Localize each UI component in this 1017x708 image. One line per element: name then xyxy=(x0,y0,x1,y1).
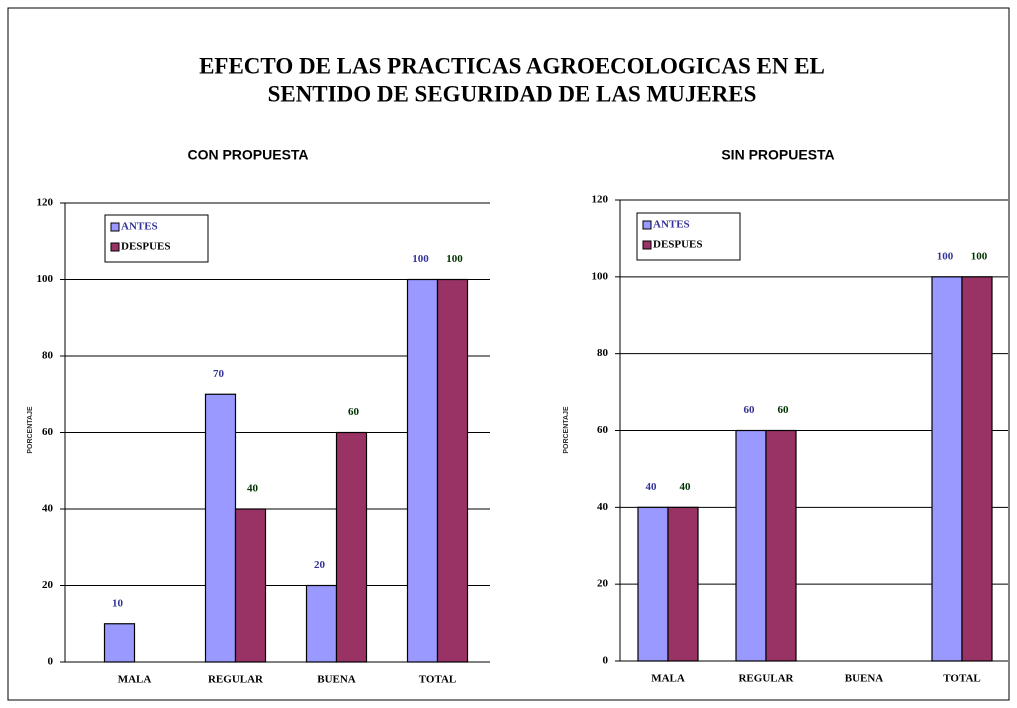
page-title: SENTIDO DE SEGURIDAD DE LAS MUJERES xyxy=(268,81,757,106)
data-label: 40 xyxy=(680,481,692,493)
bar xyxy=(335,431,368,663)
bar xyxy=(931,276,963,662)
bar xyxy=(436,278,469,663)
y-tick-label: 60 xyxy=(42,426,54,438)
y-tick-label: 0 xyxy=(603,655,609,667)
data-label: 70 xyxy=(213,368,225,380)
y-tick-label: 40 xyxy=(597,501,609,513)
x-tick-label: BUENA xyxy=(845,673,884,685)
y-tick-label: 120 xyxy=(592,194,609,206)
x-tick-label: BUENA xyxy=(317,674,356,686)
y-tick-label: 120 xyxy=(37,197,54,209)
data-label: 40 xyxy=(247,483,259,495)
data-label: 60 xyxy=(744,404,756,416)
data-label: 100 xyxy=(446,253,463,265)
x-tick-label: TOTAL xyxy=(419,674,457,686)
legend-swatch xyxy=(642,220,652,230)
bar xyxy=(234,508,267,663)
data-label: 20 xyxy=(314,559,326,571)
chart-title: SIN PROPUESTA xyxy=(721,147,834,163)
data-label: 10 xyxy=(112,597,124,609)
y-tick-label: 80 xyxy=(597,347,609,359)
legend-swatch xyxy=(110,242,120,252)
data-label: 60 xyxy=(348,406,360,418)
y-tick-label: 100 xyxy=(37,273,54,285)
bar xyxy=(103,623,136,663)
data-label: 100 xyxy=(412,253,429,265)
data-label: 100 xyxy=(971,250,988,262)
y-tick-label: 0 xyxy=(48,656,54,668)
data-label: 40 xyxy=(646,481,658,493)
bar xyxy=(765,429,797,662)
y-axis-label: PORCENTAJE xyxy=(563,406,570,454)
bar xyxy=(637,506,669,662)
bar xyxy=(305,584,338,663)
y-tick-label: 40 xyxy=(42,503,54,515)
page-title: EFECTO DE LAS PRACTICAS AGROECOLOGICAS E… xyxy=(199,53,825,78)
y-axis-label: PORCENTAJE xyxy=(27,406,34,454)
bar xyxy=(667,506,699,662)
y-tick-label: 100 xyxy=(592,270,609,282)
chart-title: CON PROPUESTA xyxy=(187,147,308,163)
bar xyxy=(406,278,439,663)
x-tick-label: MALA xyxy=(651,673,685,685)
legend-label: DESPUES xyxy=(121,241,171,253)
legend-label: ANTES xyxy=(653,219,690,231)
legend-box xyxy=(636,212,741,261)
bar xyxy=(204,393,237,663)
data-label: 100 xyxy=(937,250,954,262)
y-tick-label: 80 xyxy=(42,350,54,362)
y-tick-label: 20 xyxy=(597,578,609,590)
bar xyxy=(735,429,767,662)
legend-swatch xyxy=(642,240,652,250)
x-tick-label: REGULAR xyxy=(738,673,794,685)
data-label: 60 xyxy=(778,404,790,416)
x-tick-label: MALA xyxy=(118,674,152,686)
x-tick-label: TOTAL xyxy=(943,673,981,685)
legend-swatch xyxy=(110,222,120,232)
y-tick-label: 60 xyxy=(597,424,609,436)
legend-box xyxy=(104,214,209,263)
y-tick-label: 20 xyxy=(42,579,54,591)
x-tick-label: REGULAR xyxy=(208,674,264,686)
legend-label: DESPUES xyxy=(653,239,703,251)
bar xyxy=(961,276,993,662)
legend-label: ANTES xyxy=(121,221,158,233)
